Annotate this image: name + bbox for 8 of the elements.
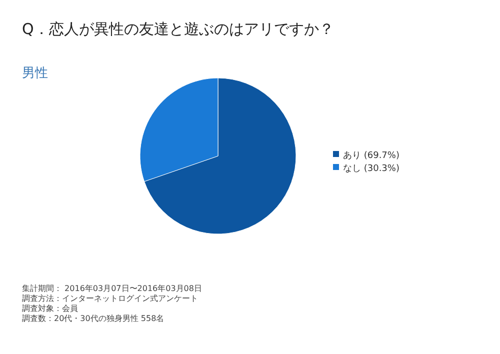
legend-label: あり (69.7%) <box>343 151 400 161</box>
text: 調査数：20代・30代の独身男性 558名 <box>22 314 164 323</box>
text: 調査対象：会員 <box>22 304 78 313</box>
text: 集計期間： 2016年03月07日〜2016年03月08日 <box>22 284 202 293</box>
legend-label: なし (30.3%) <box>343 164 400 174</box>
chart-title: Q．恋人が異性の友達と遊ぶのはアリですか？ <box>22 20 334 38</box>
text: 男性 <box>22 66 48 81</box>
text: 調査方法：インターネットログイン式アンケート <box>22 294 198 303</box>
